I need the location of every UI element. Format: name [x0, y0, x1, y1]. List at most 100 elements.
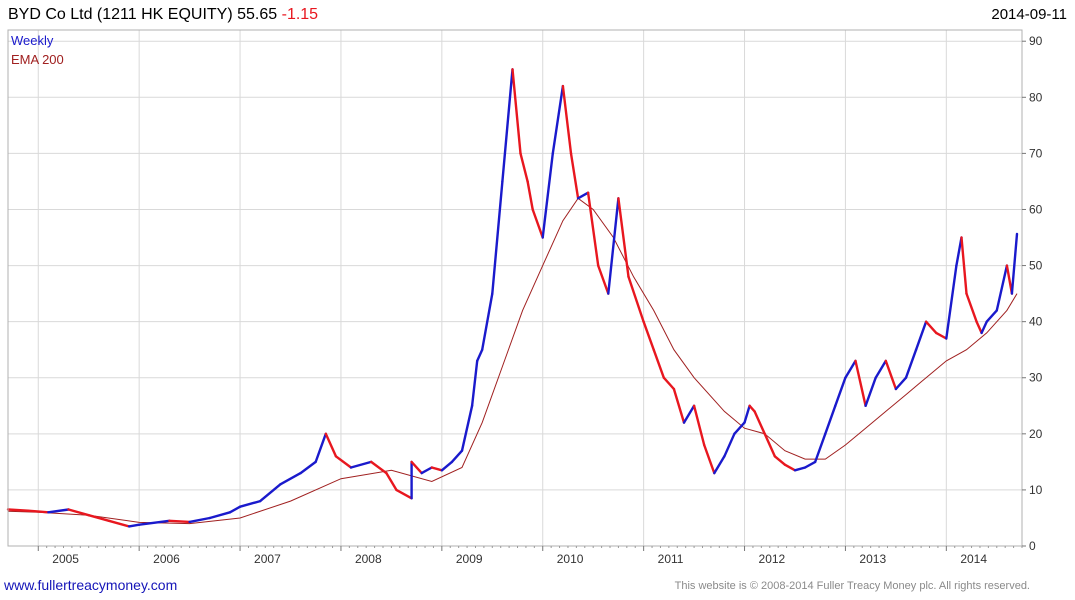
weekly-price-segment: [874, 359, 887, 379]
weekly-price-segment: [349, 460, 373, 469]
weekly-price-segment: [1005, 264, 1014, 295]
price-change: -1.15: [281, 6, 319, 23]
x-tick-label: 2014: [960, 552, 987, 566]
weekly-price-segment: [975, 320, 983, 335]
weekly-price-segment: [955, 236, 963, 267]
weekly-price-segment: [904, 348, 918, 379]
weekly-price-segment: [773, 455, 787, 466]
weekly-price-segment: [703, 443, 716, 475]
x-tick-label: 2013: [859, 552, 886, 566]
weekly-price-segment: [259, 483, 282, 503]
weekly-price-segment: [763, 432, 776, 458]
weekly-price-segment: [430, 466, 444, 472]
weekly-price-segment: [238, 499, 262, 508]
weekly-price-segment: [834, 376, 847, 407]
weekly-price-segment: [844, 359, 857, 379]
weekly-price-segment: [420, 466, 433, 475]
chart-title: BYD Co Ltd (1211 HK EQUITY) 55.65 -1.15: [8, 6, 318, 24]
y-tick-label: 80: [1029, 90, 1043, 104]
weekly-price-segment: [985, 309, 998, 323]
weekly-price-segment: [854, 359, 867, 407]
weekly-price-segment: [1010, 232, 1019, 295]
weekly-price-segment: [884, 359, 898, 391]
weekly-price-segment: [723, 432, 736, 458]
weekly-price-segment: [753, 410, 766, 435]
weekly-price-segment: [228, 505, 242, 514]
y-tick-label: 60: [1029, 202, 1043, 216]
weekly-price-segment: [87, 514, 111, 522]
weekly-price-segment: [511, 68, 522, 155]
weekly-price-segment: [526, 180, 534, 211]
weekly-price-segment: [713, 455, 726, 475]
weekly-price-segment: [743, 404, 751, 424]
weekly-price-segment: [642, 320, 655, 351]
x-tick-label: 2011: [658, 552, 684, 566]
site-link[interactable]: www.fullertreacymoney.com: [4, 577, 178, 593]
weekly-price-segment: [995, 264, 1009, 312]
weekly-price-segment: [652, 348, 665, 379]
x-tick-label: 2007: [254, 552, 281, 566]
weekly-price-segment: [803, 460, 817, 469]
weekly-price-segment: [627, 275, 645, 323]
weekly-price-segment: [960, 236, 968, 295]
weekly-price-segment: [127, 523, 141, 528]
ema-200-line: [7, 197, 1018, 525]
weekly-price-segment: [783, 463, 797, 472]
weekly-price-segment: [208, 511, 232, 520]
weekly-price-segment: [924, 320, 938, 335]
weekly-price-segment: [541, 152, 554, 239]
weekly-price-segment: [67, 508, 90, 517]
weekly-price-segment: [561, 84, 573, 155]
weekly-price-segment: [692, 404, 706, 447]
weekly-price-segment: [168, 519, 191, 524]
axes: 0 10 20 30 40 50 60 70 80 90 2005 2006 2007 2008 2009 2…: [37, 34, 1043, 566]
x-tick-label: 2012: [759, 552, 786, 566]
weekly-price-segment: [980, 320, 988, 335]
y-tick-label: 50: [1029, 259, 1043, 273]
weekly-price-segment: [607, 197, 620, 295]
weekly-price-segment: [324, 432, 338, 458]
weekly-price-segment: [814, 432, 827, 464]
weekly-price-segment: [733, 421, 746, 435]
weekly-price-segment: [672, 387, 686, 424]
weekly-price-segment: [551, 84, 565, 155]
weekly-price-segment: [914, 320, 928, 351]
legend: Weekly EMA 200: [11, 33, 64, 67]
y-tick-label: 90: [1029, 34, 1043, 48]
weekly-price-segment: [6, 508, 30, 512]
weekly-price-segment: [440, 460, 454, 472]
weekly-price-segment: [662, 376, 676, 391]
weekly-price-segment: [617, 197, 630, 278]
weekly-price-segment: [137, 519, 171, 526]
chart-date: 2014-09-11: [991, 6, 1067, 23]
weekly-price-segment: [279, 471, 302, 486]
weekly-price-segment: [748, 404, 756, 413]
x-tick-label: 2006: [153, 552, 180, 566]
weekly-price-segment: [935, 331, 948, 340]
weekly-price-segment: [586, 191, 600, 267]
weekly-price-segment: [385, 471, 398, 492]
y-tick-label: 0: [1029, 539, 1036, 553]
weekly-price-segment: [569, 152, 580, 200]
weekly-price-segment: [395, 488, 413, 500]
weekly-price-segment: [793, 466, 807, 472]
chart-header: BYD Co Ltd (1211 HK EQUITY) 55.65 -1.15 …: [8, 4, 1067, 26]
legend-entry: EMA 200: [11, 52, 64, 67]
weekly-price-segment: [864, 376, 877, 407]
weekly-price-segment: [965, 292, 978, 323]
weekly-price-segment: [470, 359, 479, 407]
x-tick-label: 2009: [456, 552, 483, 566]
weekly-price-segment: [491, 180, 504, 295]
y-tick-label: 70: [1029, 146, 1043, 160]
weekly-price-segment: [501, 68, 514, 183]
y-tick-label: 40: [1029, 315, 1043, 329]
y-tick-label: 20: [1029, 427, 1043, 441]
weekly-price-segment: [476, 348, 484, 363]
weekly-price-segment: [450, 449, 464, 464]
weekly-price-segment: [370, 460, 388, 475]
x-tick-label: 2010: [557, 552, 584, 566]
weekly-price-segment: [576, 191, 590, 200]
weekly-price-segment: [27, 509, 50, 514]
weekly-price-segment: [47, 508, 70, 514]
